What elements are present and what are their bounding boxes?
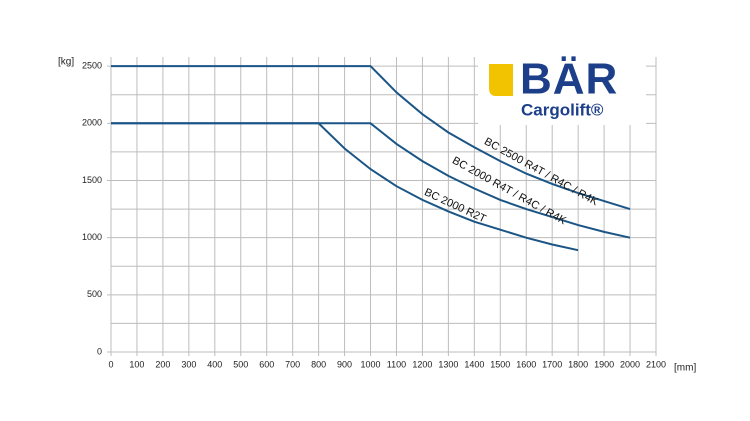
- x-tick-label: 500: [233, 359, 248, 369]
- x-axis-label: [mm]: [674, 363, 696, 374]
- x-tick-label: 1600: [516, 359, 536, 369]
- y-tick-label: 1500: [82, 175, 102, 185]
- x-tick-label: 1300: [438, 359, 458, 369]
- lines: [111, 65, 631, 252]
- y-tick-label: 0: [97, 346, 102, 356]
- x-tick-label: 1800: [568, 359, 588, 369]
- x-tick-label: 2000: [620, 359, 640, 369]
- x-tick-label: 2100: [646, 359, 666, 369]
- logo-tagline: Cargolift®: [521, 100, 604, 119]
- logo: BÄR Cargolift®: [478, 52, 646, 125]
- y-tick-label: 1000: [82, 232, 102, 242]
- x-tick-label: 700: [285, 359, 300, 369]
- x-tick-label: 100: [129, 359, 144, 369]
- logo-name: BÄR: [520, 55, 618, 104]
- y-tick-label: 2500: [82, 61, 102, 71]
- x-tick-label: 1100: [387, 359, 406, 369]
- x-tick-label: 1500: [490, 359, 510, 369]
- x-tick-label: 300: [181, 359, 196, 369]
- x-tick-label: 900: [337, 359, 352, 369]
- y-axis-label: [kg]: [58, 57, 74, 68]
- series-line: [111, 65, 631, 211]
- x-tick-label: 0: [108, 359, 113, 369]
- y-tick-label: 2000: [82, 118, 102, 128]
- x-tick-label: 1900: [594, 359, 614, 369]
- x-tick-label: 1200: [412, 359, 432, 369]
- x-tick-label: 1700: [542, 359, 562, 369]
- x-tick-label: 800: [311, 359, 326, 369]
- x-tick-label: 1000: [361, 359, 381, 369]
- series-line: [111, 122, 579, 252]
- x-tick-label: 400: [207, 359, 222, 369]
- series-label: BC 2000 R2T: [422, 186, 488, 225]
- series-line: [111, 122, 631, 239]
- y-tick-label: 500: [87, 289, 102, 299]
- x-tick-label: 1400: [464, 359, 484, 369]
- x-tick-label: 600: [259, 359, 274, 369]
- x-tick-label: 200: [155, 359, 170, 369]
- logo-mark: [489, 64, 513, 96]
